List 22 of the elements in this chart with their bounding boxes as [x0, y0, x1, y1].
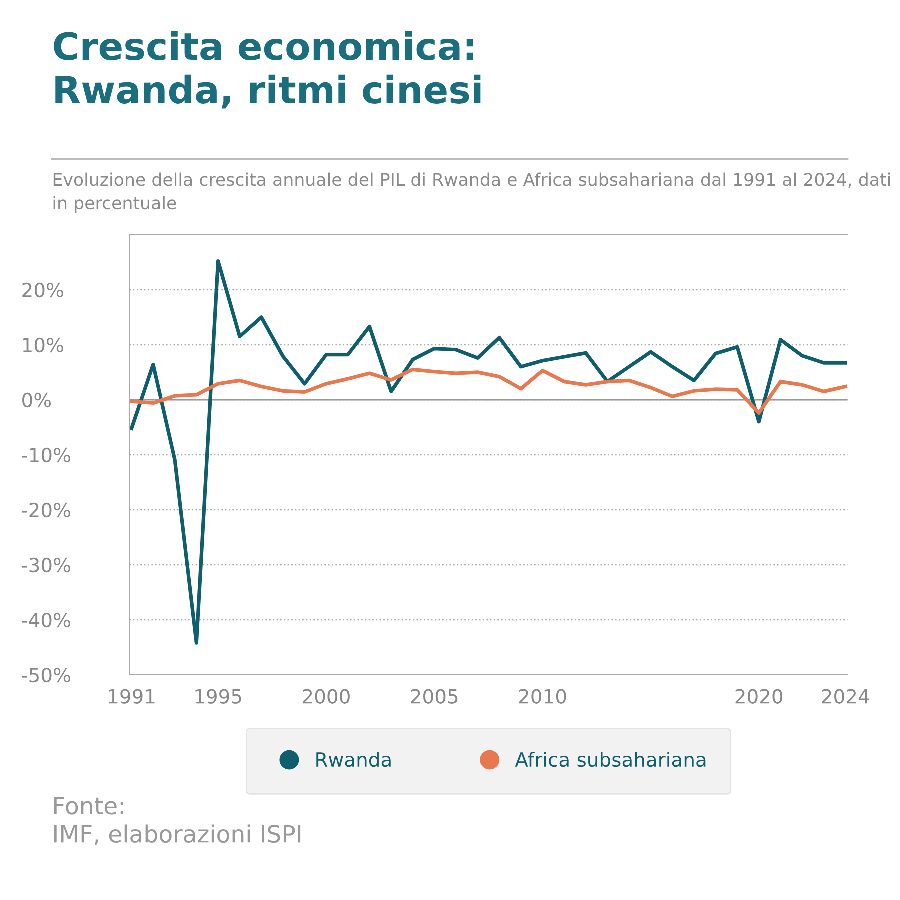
y-tick-label: -20% [22, 502, 70, 518]
x-tick-label: 2005 [411, 689, 458, 704]
x-tick-label: 2010 [519, 689, 566, 704]
x-tick-label: 1991 [109, 689, 155, 704]
y-tick-label: 0% [22, 392, 52, 408]
x-tick-label: 2000 [303, 689, 350, 704]
y-tick-label: 10% [23, 338, 64, 353]
line-series [130, 260, 848, 645]
y-tick-label: 20% [22, 282, 64, 298]
x-tick-label: 2020 [736, 689, 783, 704]
x-tick-label: 1995 [196, 689, 242, 704]
chart-title: Crescita economica: Rwanda, ritmi cinesi [54, 32, 481, 109]
legend-label: Rwanda [316, 752, 391, 768]
y-tick-label: -30% [22, 558, 70, 573]
x-tick-label: 2024 [822, 689, 870, 704]
legend-label: Africa subsahariana [515, 752, 706, 768]
y-tick-label: -40% [22, 612, 70, 628]
line-series [130, 368, 848, 415]
y-tick-label: -50% [22, 668, 70, 683]
source-note: Fonte: IMF, elaborazioni ISPI [54, 797, 301, 846]
y-tick-label: -10% [22, 448, 70, 463]
chart-subtitle: Evoluzione della crescita annuale del PIL di Rwanda e Africa subsahariana dal 1991 al 2024, dati in percentuale [54, 172, 890, 213]
